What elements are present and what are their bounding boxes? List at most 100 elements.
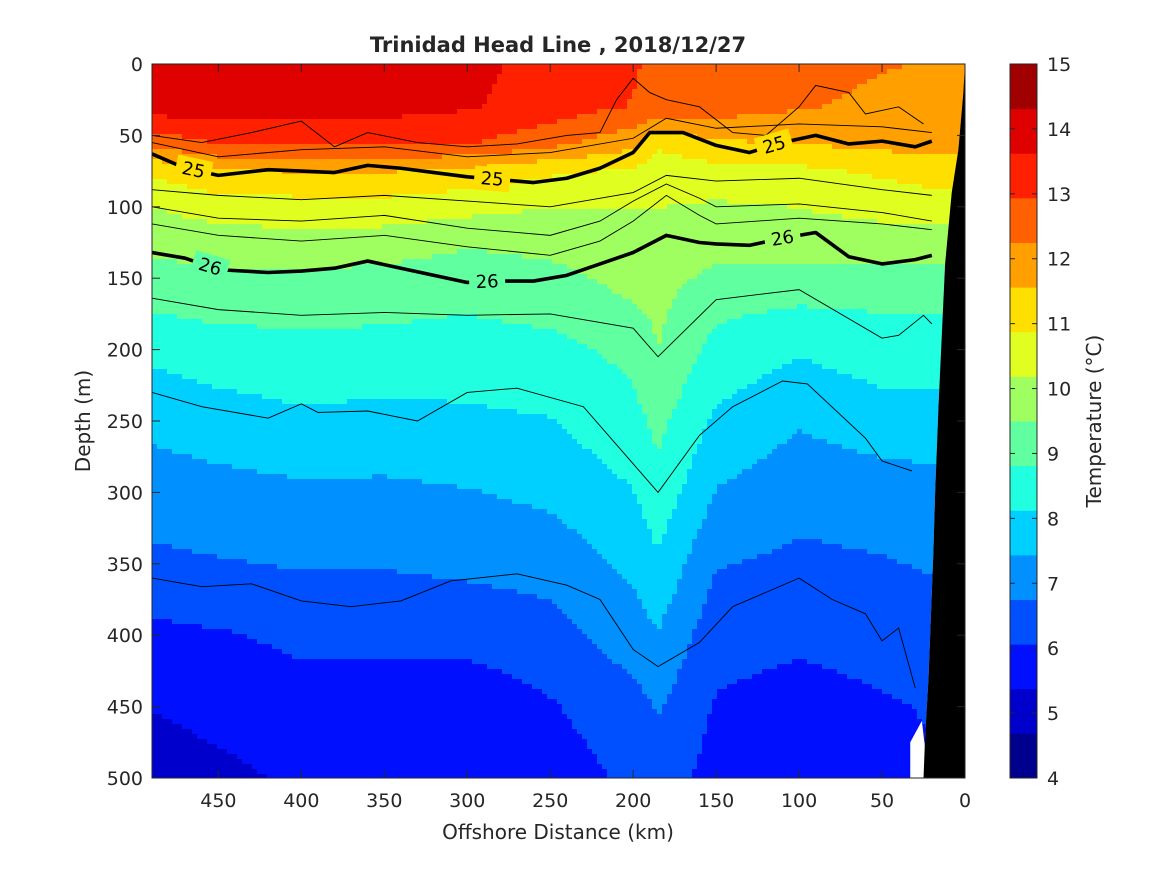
temperature-cell	[232, 759, 238, 765]
temperature-cell	[217, 244, 223, 250]
temperature-cell	[262, 499, 268, 505]
temperature-cell	[232, 599, 238, 605]
temperature-cell	[287, 99, 293, 105]
temperature-cell	[192, 79, 198, 85]
temperature-cell	[157, 239, 163, 245]
temperature-cell	[317, 684, 323, 690]
temperature-cell	[252, 299, 258, 305]
temperature-cell	[282, 774, 288, 780]
temperature-cell	[272, 629, 278, 635]
temperature-cell	[172, 329, 178, 335]
temperature-cell	[262, 479, 268, 485]
temperature-cell	[282, 434, 288, 440]
temperature-cell	[272, 264, 278, 270]
temperature-cell	[317, 624, 323, 630]
temperature-cell	[242, 739, 248, 745]
temperature-cell	[217, 544, 223, 550]
temperature-cell	[217, 159, 223, 165]
temperature-cell	[302, 509, 308, 515]
temperature-cell	[162, 644, 168, 650]
temperature-cell	[312, 94, 318, 100]
temperature-cell	[272, 189, 278, 195]
temperature-cell	[277, 99, 283, 105]
temperature-cell	[267, 104, 273, 110]
temperature-cell	[262, 369, 268, 375]
temperature-cell	[317, 594, 323, 600]
temperature-cell	[242, 204, 248, 210]
temperature-cell	[227, 124, 233, 130]
temperature-cell	[302, 704, 308, 710]
temperature-cell	[207, 339, 213, 345]
temperature-cell	[172, 769, 178, 775]
temperature-cell	[292, 719, 298, 725]
temperature-cell	[232, 684, 238, 690]
temperature-cell	[192, 654, 198, 660]
temperature-cell	[292, 489, 298, 495]
temperature-cell	[242, 569, 248, 575]
temperature-cell	[162, 699, 168, 705]
temperature-cell	[167, 549, 173, 555]
temperature-cell	[167, 374, 173, 380]
temperature-cell	[162, 534, 168, 540]
temperature-cell	[172, 724, 178, 730]
temperature-cell	[322, 359, 328, 365]
temperature-cell	[202, 569, 208, 575]
temperature-cell	[232, 504, 238, 510]
temperature-cell	[317, 619, 323, 625]
temperature-cell	[242, 679, 248, 685]
temperature-cell	[252, 569, 258, 575]
temperature-cell	[222, 229, 228, 235]
temperature-cell	[292, 129, 298, 135]
temperature-cell	[177, 424, 183, 430]
temperature-cell	[157, 264, 163, 270]
temperature-cell	[282, 684, 288, 690]
temperature-cell	[302, 224, 308, 230]
temperature-cell	[292, 109, 298, 115]
temperature-cell	[292, 639, 298, 645]
temperature-cell	[177, 119, 183, 125]
temperature-cell	[162, 764, 168, 770]
temperature-cell	[192, 69, 198, 75]
temperature-cell	[262, 149, 268, 155]
temperature-cell	[277, 764, 283, 770]
temperature-cell	[282, 479, 288, 485]
temperature-cell	[192, 84, 198, 90]
temperature-cell	[207, 199, 213, 205]
temperature-cell	[222, 414, 228, 420]
temperature-cell	[177, 629, 183, 635]
temperature-cell	[162, 369, 168, 375]
temperature-cell	[187, 249, 193, 255]
temperature-cell	[312, 539, 318, 545]
temperature-cell	[152, 269, 158, 275]
temperature-cell	[302, 659, 308, 665]
temperature-cell	[217, 99, 223, 105]
temperature-cell	[287, 264, 293, 270]
temperature-cell	[202, 704, 208, 710]
temperature-cell	[262, 444, 268, 450]
temperature-cell	[197, 609, 203, 615]
temperature-cell	[312, 474, 318, 480]
temperature-cell	[227, 324, 233, 330]
temperature-cell	[267, 284, 273, 290]
temperature-cell	[227, 254, 233, 260]
temperature-cell	[252, 164, 258, 170]
temperature-cell	[282, 449, 288, 455]
temperature-cell	[202, 464, 208, 470]
temperature-cell	[252, 559, 258, 565]
temperature-cell	[312, 759, 318, 765]
temperature-cell	[302, 344, 308, 350]
temperature-cell	[257, 329, 263, 335]
temperature-cell	[307, 369, 313, 375]
temperature-cell	[232, 499, 238, 505]
temperature-cell	[177, 699, 183, 705]
temperature-cell	[307, 674, 313, 680]
temperature-cell	[252, 314, 258, 320]
temperature-cell	[312, 669, 318, 675]
temperature-cell	[252, 599, 258, 605]
temperature-cell	[162, 244, 168, 250]
temperature-cell	[222, 379, 228, 385]
temperature-cell	[307, 639, 313, 645]
temperature-cell	[187, 699, 193, 705]
temperature-cell	[217, 664, 223, 670]
temperature-cell	[247, 64, 253, 70]
